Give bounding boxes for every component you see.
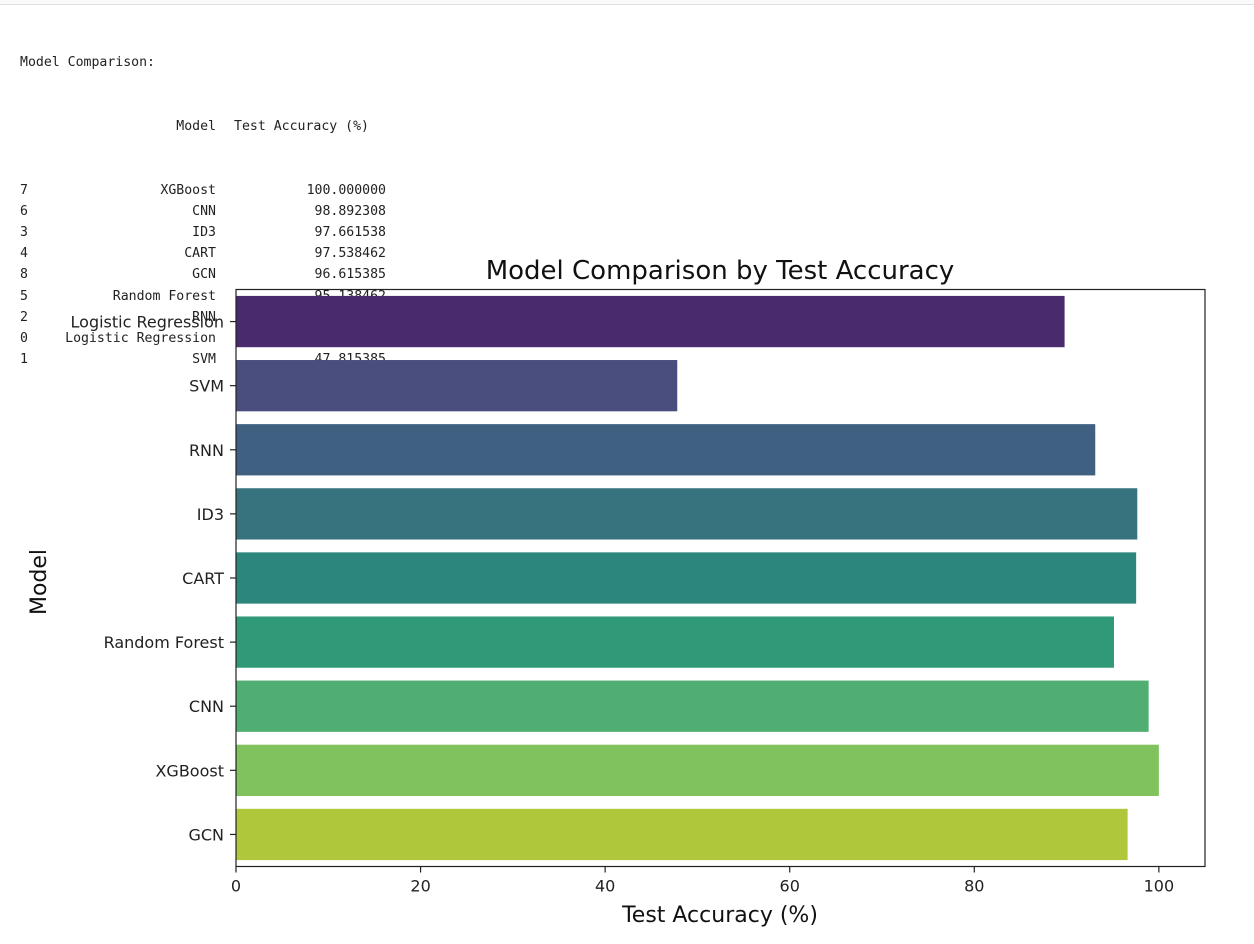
row-model: CART [184, 246, 216, 262]
bar [236, 808, 1128, 861]
row-index: 3 [20, 224, 28, 240]
x-tick-label: 0 [231, 877, 241, 896]
y-tick-label: SVM [189, 377, 224, 396]
y-tick-label: Random Forest [104, 633, 224, 652]
row-index: 0 [20, 330, 28, 346]
bar [236, 488, 1138, 540]
bar [236, 360, 678, 412]
row-index: 1 [20, 352, 28, 368]
y-tick-label: CNN [189, 697, 224, 716]
x-axis-label: Test Accuracy (%) [621, 903, 818, 928]
bar [236, 680, 1149, 732]
y-axis-label: Model [27, 549, 52, 615]
row-accuracy: 96.615385 [314, 267, 386, 283]
bars [236, 295, 1159, 861]
row-index: 2 [20, 309, 28, 325]
x-tick-labels: 0 20 40 60 80 100 [231, 866, 1175, 896]
bar-chart: Model Comparison by Test Accuracy Logist… [27, 256, 1206, 928]
row-accuracy: 97.538462 [314, 246, 386, 262]
table-row: 3 ID3 97.661538 [20, 222, 386, 243]
y-tick-label: GCN [188, 825, 224, 844]
bar [236, 744, 1159, 796]
y-tick-label: Logistic Regression [71, 313, 224, 332]
table-header-row: Model Test Accuracy (%) [20, 116, 369, 137]
bar [236, 616, 1114, 668]
table-row: 8 GCN 96.615385 [20, 264, 386, 285]
x-tick-label: 80 [964, 877, 984, 896]
row-model: XGBoost [160, 182, 216, 198]
row-model: SVM [192, 352, 216, 368]
table-header-model: Model [176, 119, 216, 134]
table-body: 7 XGBoost 100.000000 6 CNN 98.892308 3 ID3 97.66… [20, 180, 386, 371]
y-tick-labels: Logistic Regression SVM RNN ID3 CART Random F… [71, 313, 236, 844]
row-accuracy: 100.000000 [306, 182, 386, 198]
row-model: GCN [192, 267, 216, 283]
output-header: Model Comparison: [20, 55, 155, 71]
bar [236, 295, 1065, 348]
y-tick-label: RNN [189, 441, 224, 460]
y-tick-label: CART [182, 569, 224, 588]
row-index: 7 [20, 182, 28, 198]
row-model: ID3 [192, 224, 216, 240]
row-index: 4 [20, 246, 28, 262]
row-index: 8 [20, 267, 28, 283]
row-accuracy: 97.661538 [314, 224, 386, 240]
table-row: 6 CNN 98.892308 [20, 201, 386, 222]
row-accuracy: 98.892308 [314, 203, 386, 219]
y-tick-label: ID3 [197, 505, 224, 524]
table-row: 7 XGBoost 100.000000 [20, 180, 386, 201]
x-tick-label: 40 [595, 877, 615, 896]
row-model: RNN [192, 309, 216, 325]
y-tick-label: XGBoost [155, 761, 224, 780]
table-row: 4 CART 97.538462 [20, 243, 386, 264]
x-tick-label: 60 [780, 877, 800, 896]
bar [236, 424, 1096, 476]
cell-output-text: Model Comparison: Model Test Accuracy (%… [20, 10, 386, 391]
table-header-accuracy: Test Accuracy (%) [234, 119, 369, 134]
cell-top-border [0, 0, 1254, 5]
output-header-row: Model Comparison: [20, 52, 155, 73]
row-index: 6 [20, 203, 28, 219]
row-index: 5 [20, 288, 28, 304]
row-model: Logistic Regression [65, 330, 216, 346]
chart-title: Model Comparison by Test Accuracy [486, 256, 955, 286]
x-tick-label: 100 [1144, 877, 1175, 896]
row-model: CNN [192, 203, 216, 219]
bar [236, 552, 1137, 604]
x-tick-label: 20 [410, 877, 430, 896]
row-model: Random Forest [112, 288, 216, 304]
